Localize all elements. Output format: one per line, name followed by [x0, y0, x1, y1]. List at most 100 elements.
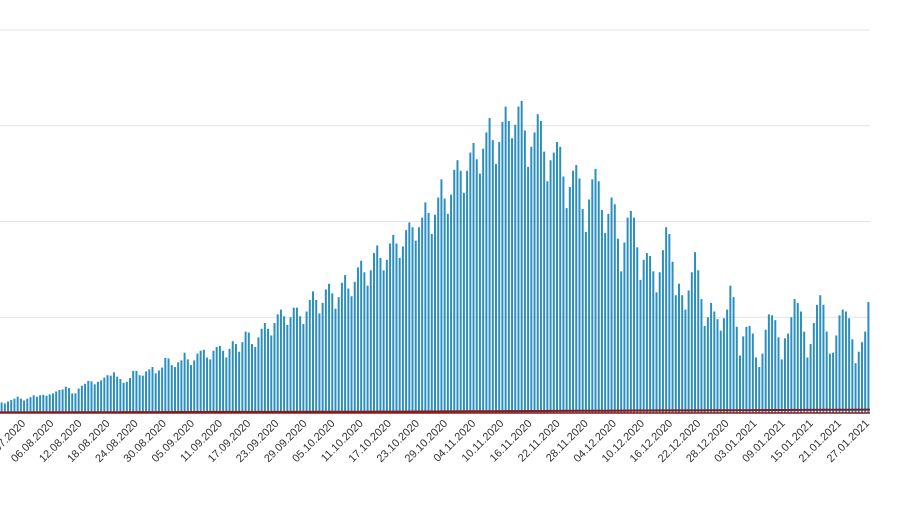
bar: [790, 317, 793, 413]
bar: [578, 178, 581, 413]
bar: [719, 330, 722, 413]
bar: [312, 291, 314, 413]
bar: [183, 352, 186, 413]
bar: [864, 331, 867, 413]
bar: [58, 390, 61, 413]
bar: [286, 324, 289, 413]
bar: [543, 151, 546, 413]
bar: [405, 230, 408, 413]
bar: [411, 227, 414, 413]
bar: [456, 160, 459, 413]
bar: [735, 326, 738, 413]
bar: [106, 375, 109, 413]
bar: [738, 355, 741, 413]
bar: [292, 307, 295, 413]
bar: [610, 197, 613, 413]
bar: [334, 308, 337, 413]
bar: [315, 300, 318, 413]
bar: [289, 317, 292, 413]
bar: [690, 272, 693, 413]
bar: [16, 396, 19, 413]
bar: [517, 106, 520, 413]
bar: [498, 142, 501, 413]
bar: [687, 290, 690, 413]
bar: [629, 210, 632, 413]
bar: [556, 142, 558, 413]
bar: [39, 395, 42, 413]
bar: [671, 261, 674, 413]
bar: [588, 199, 591, 413]
bar: [514, 124, 517, 413]
bar: [488, 118, 491, 413]
bar: [604, 232, 607, 413]
bar: [263, 323, 266, 413]
bar: [103, 377, 106, 413]
bar: [148, 369, 151, 413]
bar: [825, 331, 828, 413]
bar: [273, 323, 276, 413]
bar: [218, 345, 221, 413]
bar: [466, 170, 469, 413]
bar: [523, 130, 526, 414]
bar: [257, 337, 260, 413]
bar: [135, 370, 138, 413]
bar: [841, 309, 844, 413]
bar: [652, 271, 655, 413]
bar: [475, 159, 478, 413]
bar: [575, 165, 578, 413]
bar: [748, 325, 751, 413]
bar: [209, 359, 212, 413]
bar: [710, 302, 713, 413]
line-series: [0, 408, 871, 414]
bar: [832, 352, 835, 413]
bar: [382, 270, 385, 413]
x-axis-labels: 25.07.202031.07.202006.08.202012.08.2020…: [0, 418, 872, 465]
bar: [581, 209, 584, 413]
bar: [639, 279, 642, 413]
bar: [562, 176, 565, 413]
bar: [180, 360, 183, 413]
bar: [389, 243, 392, 413]
bar: [93, 384, 96, 413]
bar: [414, 240, 417, 413]
bar: [777, 337, 780, 413]
bar: [527, 166, 530, 413]
bar: [3, 403, 6, 413]
bar: [774, 320, 777, 413]
bar: [568, 187, 571, 413]
bar: [154, 373, 157, 413]
bar: [350, 296, 353, 413]
bar: [29, 397, 32, 413]
bar: [787, 333, 790, 413]
bar: [254, 346, 257, 413]
bar: [844, 311, 847, 413]
bar: [681, 295, 684, 413]
bar: [485, 132, 488, 413]
bar: [129, 378, 132, 413]
bar: [369, 270, 372, 413]
bar: [244, 331, 247, 413]
bar: [366, 285, 369, 413]
bar: [504, 106, 507, 413]
bar: [767, 314, 770, 413]
bar: [434, 214, 436, 413]
bar: [161, 367, 164, 413]
bar: [559, 146, 562, 413]
bar: [726, 309, 729, 413]
bar: [706, 317, 709, 413]
bar: [440, 179, 443, 413]
bar: [658, 272, 661, 413]
bar: [215, 346, 218, 413]
bar: [0, 402, 3, 413]
bar: [251, 344, 254, 413]
bar: [100, 380, 103, 413]
bar: [260, 328, 263, 413]
bar: [482, 148, 485, 414]
bar: [279, 309, 282, 413]
bar: [539, 120, 542, 414]
bar: [655, 292, 658, 413]
bar: [591, 179, 594, 413]
bar: [427, 212, 430, 413]
bar: [572, 170, 575, 413]
bar: [42, 394, 45, 413]
